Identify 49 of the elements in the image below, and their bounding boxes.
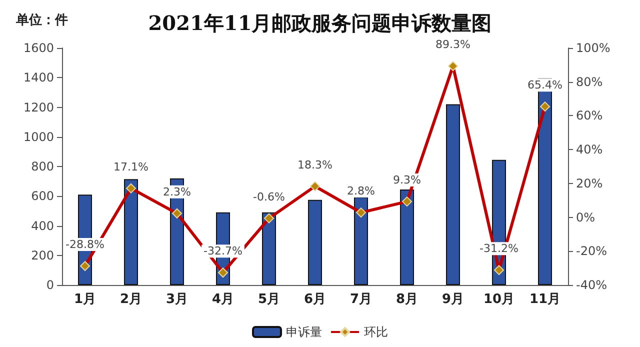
y2-tick-label: 40% xyxy=(576,142,603,157)
x-tick-label: 7月 xyxy=(350,292,372,307)
chart-title: 2021年11月邮政服务问题申诉数量图 xyxy=(148,11,492,35)
y2-tick-label: 80% xyxy=(576,74,603,89)
x-tick-label: 3月 xyxy=(166,292,188,307)
x-tick-label: 9月 xyxy=(442,292,464,307)
data-label: -0.6% xyxy=(253,190,285,204)
x-tick-label: 1月 xyxy=(74,292,96,307)
bar xyxy=(308,200,322,285)
y-tick-label: 800 xyxy=(31,160,54,174)
y2-tick-label: 0% xyxy=(576,210,596,224)
y-tick-label: 400 xyxy=(31,218,54,233)
y2-tick-label: -40% xyxy=(576,278,608,292)
y-tick-label: 1000 xyxy=(23,130,54,144)
data-label: -28.8% xyxy=(66,238,104,252)
text: 单位：件 xyxy=(15,12,68,28)
bar xyxy=(446,104,460,285)
legend-label: 环比 xyxy=(364,325,388,339)
data-label: 65.4% xyxy=(528,78,562,92)
x-tick-label: 5月 xyxy=(258,292,280,307)
y-tick-label: 600 xyxy=(31,189,54,204)
x-tick-label: 10月 xyxy=(483,292,515,307)
data-label: 89.3% xyxy=(436,38,470,52)
y2-tick-label: 60% xyxy=(576,108,603,123)
data-label: 2.8% xyxy=(347,184,375,198)
y2-tick-label: 100% xyxy=(576,41,610,55)
data-label: 2.3% xyxy=(163,185,191,198)
data-label: 17.1% xyxy=(114,160,148,174)
x-tick-label: 11月 xyxy=(529,292,561,307)
bar xyxy=(354,196,368,285)
x-tick-label: 4月 xyxy=(212,292,234,307)
bar xyxy=(124,179,138,285)
x-tick-label: 8月 xyxy=(396,292,418,307)
x-tick-label: 6月 xyxy=(304,292,326,307)
data-label: 9.3% xyxy=(393,174,421,187)
legend-label: 申诉量 xyxy=(286,325,322,339)
data-label: 18.3% xyxy=(298,158,332,172)
data-label: -31.2% xyxy=(480,242,518,256)
y-tick-label: 1600 xyxy=(23,41,54,55)
y2-tick-label: 20% xyxy=(576,176,603,190)
x-tick-label: 2月 xyxy=(120,292,142,307)
y-tick-label: 0 xyxy=(46,278,54,292)
y-tick-label: 1200 xyxy=(23,100,54,114)
y-tick-label: 1400 xyxy=(23,70,54,85)
y-tick-label: 200 xyxy=(31,248,54,262)
data-label: -32.7% xyxy=(204,244,242,258)
y2-tick-label: -20% xyxy=(576,244,608,258)
bar xyxy=(262,212,276,285)
bar xyxy=(400,189,414,285)
